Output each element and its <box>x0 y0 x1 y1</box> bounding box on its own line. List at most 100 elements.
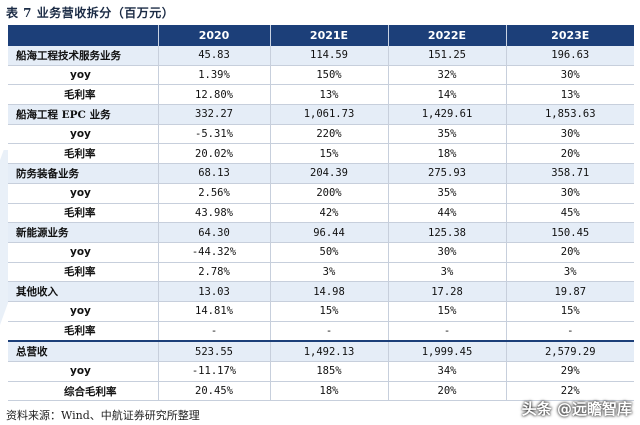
value-cell: 3% <box>270 262 389 283</box>
header-cell-2022e: 2022E <box>388 25 507 46</box>
value-cell: - <box>270 321 389 343</box>
row-label: 其他收入 <box>8 281 159 302</box>
row-label: 毛利率 <box>8 262 159 283</box>
value-cell: 204.39 <box>270 163 389 184</box>
value-cell: 18% <box>270 381 389 402</box>
value-cell: 275.93 <box>388 163 507 184</box>
value-cell: 14% <box>388 84 507 106</box>
table-row: yoy 14.81% 15% 15% 15% <box>8 301 634 322</box>
value-cell: 64.30 <box>158 222 271 243</box>
table-row: yoy -44.32% 50% 30% 20% <box>8 242 634 263</box>
value-cell: 151.25 <box>388 46 507 66</box>
row-label: yoy <box>8 242 159 263</box>
table-row: 新能源业务 64.30 96.44 125.38 150.45 <box>8 222 634 243</box>
table-row: yoy -11.17% 185% 34% 29% <box>8 361 634 382</box>
table-caption: 表 7 业务营收拆分（百万元） <box>6 6 175 20</box>
value-cell: - <box>506 321 634 343</box>
value-cell: 22% <box>506 381 634 402</box>
value-cell: 30% <box>506 124 634 145</box>
value-cell: 3% <box>506 262 634 283</box>
value-cell: 35% <box>388 124 507 145</box>
table-row: 毛利率 20.02% 15% 18% 20% <box>8 143 634 165</box>
value-cell: 34% <box>388 361 507 382</box>
value-cell: 30% <box>388 242 507 263</box>
value-cell: 1,492.13 <box>270 341 389 363</box>
revenue-breakdown-table: 2020 2021E 2022E 2023E 船海工程技术服务业务 45.83 11… <box>8 25 634 402</box>
value-cell: 332.27 <box>158 104 271 125</box>
value-cell: 20.45% <box>158 381 271 402</box>
value-cell: 20% <box>506 143 634 165</box>
value-cell: 44% <box>388 203 507 224</box>
row-label: yoy <box>8 65 159 86</box>
table-row: yoy 2.56% 200% 35% 30% <box>8 183 634 204</box>
value-cell: 150.45 <box>506 222 634 243</box>
row-label: yoy <box>8 361 159 382</box>
header-cell-2023e: 2023E <box>506 25 634 46</box>
value-cell: 45% <box>506 203 634 224</box>
row-label: yoy <box>8 183 159 204</box>
value-cell: -44.32% <box>158 242 271 263</box>
value-cell: - <box>388 321 507 343</box>
table-row: 其他收入 13.03 14.98 17.28 19.87 <box>8 281 634 302</box>
value-cell: 19.87 <box>506 281 634 302</box>
value-cell: 20% <box>506 242 634 263</box>
value-cell: 43.98% <box>158 203 271 224</box>
source-note: 资料来源：Wind、中航证券研究所整理 <box>6 409 200 422</box>
table-row: 毛利率 12.80% 13% 14% 13% <box>8 84 634 106</box>
value-cell: 15% <box>270 301 389 322</box>
value-cell: 358.71 <box>506 163 634 184</box>
value-cell: 14.81% <box>158 301 271 322</box>
row-label: yoy <box>8 124 159 145</box>
value-cell: 20% <box>388 381 507 402</box>
table-header: 2020 2021E 2022E 2023E <box>8 25 634 46</box>
value-cell: 150% <box>270 65 389 86</box>
value-cell: 18% <box>388 143 507 165</box>
value-cell: 32% <box>388 65 507 86</box>
value-cell: 13.03 <box>158 281 271 302</box>
value-cell: 13% <box>270 84 389 106</box>
value-cell: 35% <box>388 183 507 204</box>
header-row: 2020 2021E 2022E 2023E <box>8 25 634 46</box>
value-cell: 15% <box>388 301 507 322</box>
row-label: 船海工程技术服务业务 <box>8 46 159 66</box>
value-cell: 220% <box>270 124 389 145</box>
watermark: 头条 @远瞻智库 <box>521 400 632 418</box>
table-row: 防务装备业务 68.13 204.39 275.93 358.71 <box>8 163 634 184</box>
value-cell: 2.56% <box>158 183 271 204</box>
value-cell: -5.31% <box>158 124 271 145</box>
value-cell: 50% <box>270 242 389 263</box>
value-cell: 1,853.63 <box>506 104 634 125</box>
value-cell: 12.80% <box>158 84 271 106</box>
value-cell: 2,579.29 <box>506 341 634 363</box>
table-row: 船海工程 EPC 业务 332.27 1,061.73 1,429.61 1,853.6… <box>8 104 634 125</box>
value-cell: 15% <box>270 143 389 165</box>
value-cell: 2.78% <box>158 262 271 283</box>
row-label: 防务装备业务 <box>8 163 159 184</box>
table-row: 船海工程技术服务业务 45.83 114.59 151.25 196.63 <box>8 46 634 66</box>
row-label: 总营收 <box>8 341 159 363</box>
value-cell: 125.38 <box>388 222 507 243</box>
value-cell: 1,999.45 <box>388 341 507 363</box>
value-cell: 200% <box>270 183 389 204</box>
row-label: 新能源业务 <box>8 222 159 243</box>
value-cell: 68.13 <box>158 163 271 184</box>
value-cell: 1,061.73 <box>270 104 389 125</box>
table-row: yoy -5.31% 220% 35% 30% <box>8 124 634 145</box>
value-cell: 3% <box>388 262 507 283</box>
value-cell: 20.02% <box>158 143 271 165</box>
value-cell: 1.39% <box>158 65 271 86</box>
value-cell: 17.28 <box>388 281 507 302</box>
value-cell: 42% <box>270 203 389 224</box>
value-cell: 14.98 <box>270 281 389 302</box>
value-cell: 30% <box>506 65 634 86</box>
table-row: 综合毛利率 20.45% 18% 20% 22% <box>8 381 634 402</box>
table-row: yoy 1.39% 150% 32% 30% <box>8 65 634 86</box>
header-cell-2021e: 2021E <box>270 25 389 46</box>
value-cell: 185% <box>270 361 389 382</box>
value-cell: 29% <box>506 361 634 382</box>
value-cell: 523.55 <box>158 341 271 363</box>
value-cell: 1,429.61 <box>388 104 507 125</box>
value-cell: -11.17% <box>158 361 271 382</box>
value-cell: 13% <box>506 84 634 106</box>
value-cell: 30% <box>506 183 634 204</box>
